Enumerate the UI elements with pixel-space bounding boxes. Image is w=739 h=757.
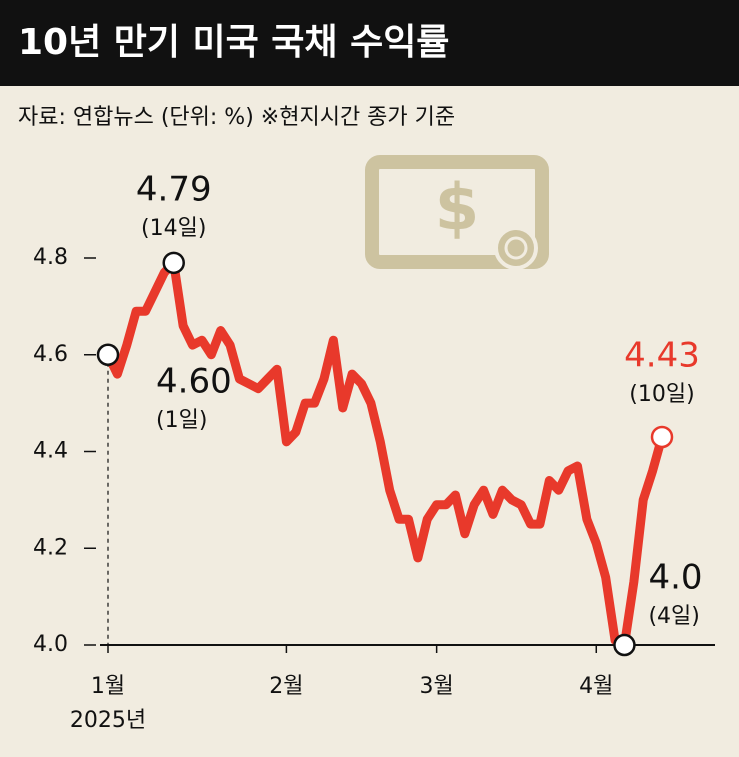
highlight-point — [96, 343, 120, 366]
annotation-value: 4.60 — [156, 361, 232, 401]
y-tick-label: 4.2 — [33, 535, 68, 560]
annotation-note: (4일) — [648, 604, 699, 629]
highlight-point — [650, 425, 674, 449]
year-label: 2025년 — [70, 708, 146, 733]
y-tick-label: 4.6 — [33, 342, 68, 367]
annotation-value: 4.0 — [648, 558, 702, 598]
annotation-note: (1일) — [156, 408, 207, 433]
annotation-note: (10일) — [629, 382, 694, 407]
annotation-value: 4.79 — [136, 169, 212, 209]
highlight-point — [613, 633, 636, 657]
bill-icon: $ — [365, 155, 549, 270]
x-tick-label: 2월 — [269, 674, 303, 699]
title-bar — [0, 0, 739, 86]
svg-text:$: $ — [435, 172, 480, 246]
y-tick-label: 4.8 — [33, 245, 68, 270]
x-tick-label: 1월 — [91, 674, 125, 699]
chart-subtitle: 자료: 연합뉴스 (단위: %) ※현지시간 종가 기준 — [18, 105, 455, 130]
y-tick-label: 4.4 — [33, 439, 68, 464]
x-tick-label: 3월 — [420, 674, 454, 699]
annotation-note: (14일) — [141, 216, 206, 241]
line-series — [103, 258, 667, 650]
annotation-value: 4.43 — [624, 335, 700, 375]
x-tick-label: 4월 — [579, 674, 613, 699]
highlight-point — [162, 251, 185, 275]
chart-title: 10년 만기 미국 국채 수익률 — [18, 22, 449, 63]
y-tick-label: 4.0 — [33, 632, 68, 657]
